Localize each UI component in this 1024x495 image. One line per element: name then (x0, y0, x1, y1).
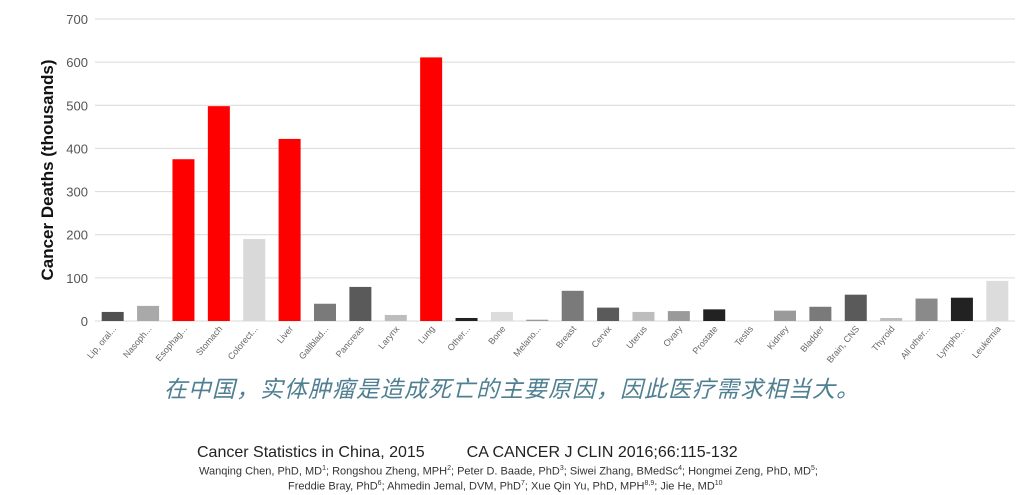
bar (278, 138, 301, 321)
bar (455, 317, 478, 321)
y-axis-label: Cancer Deaths (thousands) (38, 59, 57, 280)
bar (172, 159, 195, 321)
affiliation-superscript: 10 (714, 480, 723, 487)
x-tick-label: Bladder (798, 324, 826, 354)
bar (632, 311, 655, 321)
y-tick-label: 0 (81, 314, 88, 329)
bar (597, 307, 620, 321)
authors_line1-part: ; Peter D. Baade, PhD (450, 465, 560, 478)
y-tick-label: 700 (66, 12, 88, 27)
x-tick-label: Gallblad... (297, 324, 331, 361)
y-tick-label: 200 (66, 228, 88, 243)
x-tick-label: Liver (275, 324, 295, 345)
x-tick-label: Melano... (511, 324, 542, 359)
x-tick-label: Thyroid (870, 324, 897, 353)
bar (349, 286, 372, 321)
x-tick-label: Brain, CNS (825, 324, 862, 365)
bar (561, 290, 584, 321)
y-tick-label: 300 (66, 185, 88, 200)
x-tick-label: Other... (445, 324, 472, 353)
x-tick-label: Larynx (376, 323, 401, 351)
authors_line1-part: ; (814, 465, 818, 478)
bar (844, 294, 867, 321)
bar-chart: 0 100 200 300 400 500 600 700 Cancer Deaths (tho… (38, 12, 1015, 365)
citation-header: Cancer Statistics in China, 2015 CA CANCE… (197, 444, 738, 462)
x-tick-label: Leukemia (970, 324, 1003, 360)
bar (738, 320, 761, 322)
authors_line2-part: ; Jie He, MD (654, 480, 715, 493)
citation-authors-line-1: Wanqing Chen, PhD, MD1; Rongshou Zheng, … (199, 465, 818, 478)
bar (137, 305, 160, 321)
x-tick-label: Stomach (194, 324, 224, 358)
x-tick-label: Cervix (590, 323, 614, 349)
affiliation-superscript: 7 (520, 480, 525, 487)
x-tick-label: Pancreas (334, 323, 366, 359)
bar (420, 57, 443, 321)
bar (243, 239, 266, 321)
authors_line1-part: ; Rongshou Zheng, MPH (326, 465, 448, 478)
chinese-caption: 在中国，实体肿瘤是造成死亡的主要原因，因此医疗需求相当大。 (164, 377, 860, 403)
x-tick-label: Nasoph... (121, 324, 153, 360)
x-tick-label: Lip, oral... (85, 324, 118, 361)
x-tick-label: Prostate (691, 324, 720, 356)
bar (809, 306, 832, 321)
x-tick-label: All other... (899, 324, 932, 361)
affiliation-superscript: 3 (559, 465, 564, 472)
citation-journal: CA CANCER J CLIN 2016;66:115-132 (466, 444, 738, 461)
y-tick-label: 600 (66, 55, 88, 70)
bar (384, 314, 407, 321)
x-tick-label: Colorect... (226, 324, 260, 362)
affiliation-superscript: 4 (678, 465, 682, 472)
bar (703, 309, 726, 321)
affiliation-superscript: 6 (377, 480, 382, 487)
x-tick-label: Kidney (765, 323, 791, 351)
x-tick-label: Breast (554, 323, 579, 350)
x-tick-label: Uterus (624, 323, 649, 350)
bar (880, 317, 903, 321)
bar (526, 319, 549, 321)
authors_line1-part: Wanqing Chen, PhD, MD (199, 465, 323, 478)
bar (950, 297, 973, 321)
bar (915, 298, 938, 321)
y-tick-label: 500 (66, 98, 88, 113)
affiliation-superscript: 8,9 (644, 480, 655, 487)
bar (101, 311, 124, 321)
x-tick-label: Bone (486, 324, 507, 347)
affiliation-superscript: 1 (322, 465, 326, 472)
x-tick-label: Lung (416, 324, 437, 346)
authors_line2-part: Freddie Bray, PhD (288, 480, 378, 493)
x-tick-label: Lympho... (935, 324, 968, 360)
bar (314, 303, 336, 321)
authors_line1-part: ; Hongmei Zeng, PhD, MD (681, 465, 811, 478)
citation-authors-line-2: Freddie Bray, PhD6; Ahmedin Jemal, DVM, … (288, 480, 723, 493)
authors_line2-part: ; Xue Qin Yu, PhD, MPH (524, 480, 645, 493)
affiliation-superscript: 2 (447, 465, 451, 472)
bar (490, 311, 513, 321)
authors_line2-part: ; Ahmedin Jemal, DVM, PhD (381, 480, 521, 493)
x-tick-label: Testis (733, 323, 756, 347)
x-tick-label: Esophag... (154, 324, 189, 363)
affiliation-superscript: 5 (810, 465, 815, 472)
bar (207, 106, 230, 321)
authors_line1-part: ; Siwei Zhang, BMedSc (563, 465, 679, 478)
bar (986, 280, 1009, 321)
citation-title: Cancer Statistics in China, 2015 (197, 444, 425, 461)
bar (667, 311, 690, 321)
bar (774, 310, 796, 321)
y-tick-label: 100 (66, 271, 88, 286)
y-tick-label: 400 (66, 141, 88, 156)
x-tick-label: Ovary (661, 323, 684, 348)
